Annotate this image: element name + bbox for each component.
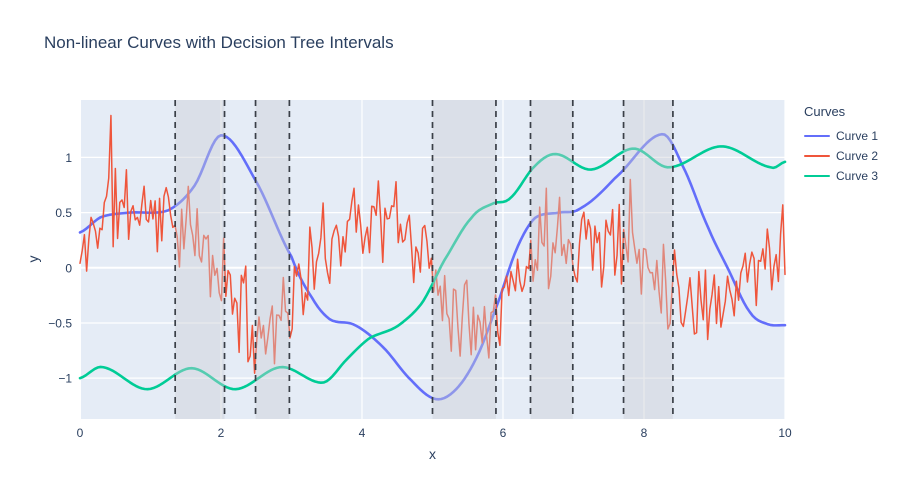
legend-item-curve-2[interactable]: Curve 2 bbox=[804, 146, 878, 166]
interval-band bbox=[255, 100, 290, 419]
x-tick-label: 6 bbox=[500, 426, 507, 440]
legend-item-curve-3[interactable]: Curve 3 bbox=[804, 166, 878, 186]
x-tick-label: 0 bbox=[77, 426, 84, 440]
chart-title: Non-linear Curves with Decision Tree Int… bbox=[44, 33, 394, 52]
interval-band bbox=[530, 100, 573, 419]
x-tick-label: 4 bbox=[359, 426, 366, 440]
y-tick-label: −0.5 bbox=[48, 316, 72, 330]
y-tick-label: 1 bbox=[65, 151, 72, 165]
legend-swatch-line bbox=[804, 175, 830, 177]
y-axis-title: y bbox=[25, 255, 41, 263]
legend-swatch-line bbox=[804, 135, 830, 137]
y-tick-label: 0.5 bbox=[55, 206, 72, 220]
interval-band bbox=[175, 100, 225, 419]
legend: Curves Curve 1 Curve 2 Curve 3 bbox=[804, 104, 878, 186]
legend-title: Curves bbox=[804, 104, 846, 119]
x-tick-label: 10 bbox=[778, 426, 792, 440]
curve-3-line bbox=[78, 145, 787, 391]
x-tick-label: 8 bbox=[641, 426, 648, 440]
curve-2-line bbox=[79, 114, 786, 374]
interval-band bbox=[432, 100, 496, 419]
legend-item-label: Curve 1 bbox=[836, 129, 879, 143]
legend-item-label: Curve 2 bbox=[836, 149, 879, 163]
x-tick-label: 2 bbox=[218, 426, 225, 440]
y-tick-label: 0 bbox=[65, 261, 72, 275]
x-axis-title: x bbox=[429, 446, 436, 462]
legend-swatch-line bbox=[804, 155, 830, 157]
legend-item-label: Curve 3 bbox=[836, 169, 879, 183]
y-tick-label: −1 bbox=[58, 372, 72, 386]
interval-band bbox=[623, 100, 673, 419]
legend-item-curve-1[interactable]: Curve 1 bbox=[804, 126, 878, 146]
